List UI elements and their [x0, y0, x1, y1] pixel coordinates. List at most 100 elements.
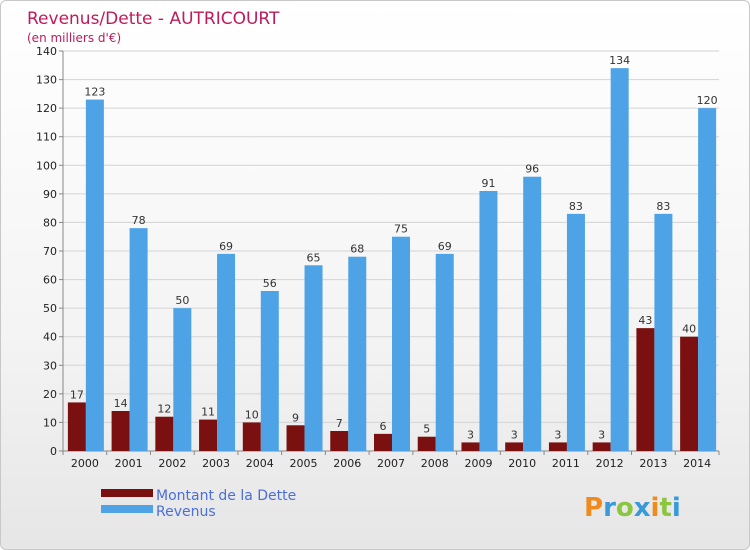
bar-revenus: [610, 68, 629, 452]
bar-revenus: [348, 256, 367, 451]
x-tick-label: 2013: [639, 457, 667, 470]
bar-dette: [330, 431, 349, 451]
y-tick-label: 100: [36, 159, 57, 172]
bar-dette: [67, 402, 86, 451]
y-tick-label: 110: [36, 131, 57, 144]
x-tick-label: 2001: [115, 457, 143, 470]
y-tick-label: 140: [36, 45, 57, 58]
x-tick-label: 2004: [246, 457, 274, 470]
value-label-dette: 17: [70, 388, 84, 401]
y-tick-label: 130: [36, 74, 57, 87]
value-label-dette: 7: [336, 417, 343, 430]
bar-revenus: [479, 191, 498, 451]
y-tick-label: 10: [43, 416, 57, 429]
x-tick-label: 2005: [290, 457, 318, 470]
bar-revenus: [260, 291, 279, 451]
value-label-dette: 5: [423, 423, 430, 436]
value-label-revenus: 134: [609, 54, 630, 67]
bar-dette: [636, 328, 655, 451]
legend-swatch-dette: [101, 489, 153, 497]
value-label-dette: 6: [380, 420, 387, 433]
bar-revenus: [304, 265, 323, 451]
bar-revenus: [392, 236, 410, 451]
value-label-revenus: 65: [307, 251, 321, 264]
bar-dette: [505, 442, 524, 451]
value-label-dette: 11: [201, 406, 215, 419]
value-label-revenus: 75: [394, 223, 408, 236]
x-tick-label: 2009: [464, 457, 492, 470]
x-tick-label: 2008: [421, 457, 449, 470]
chart-subtitle: (en milliers d'€): [27, 31, 121, 45]
bar-dette: [548, 442, 567, 451]
value-label-revenus: 69: [219, 240, 233, 253]
bar-revenus: [173, 308, 192, 451]
bar-revenus: [85, 99, 104, 452]
x-tick-label: 2002: [158, 457, 186, 470]
value-label-dette: 12: [157, 403, 171, 416]
y-tick-label: 50: [43, 302, 57, 315]
y-tick-label: 70: [43, 245, 57, 258]
x-tick-label: 2000: [71, 457, 99, 470]
bar-dette: [680, 336, 699, 451]
x-tick-label: 2003: [202, 457, 230, 470]
y-tick-label: 20: [43, 388, 57, 401]
x-tick-label: 2014: [683, 457, 711, 470]
bar-dette: [592, 442, 611, 451]
bar-revenus: [698, 108, 717, 452]
bar-dette: [199, 419, 218, 451]
value-label-revenus: 83: [656, 200, 670, 213]
bar-dette: [417, 436, 436, 451]
value-label-dette: 3: [511, 428, 518, 441]
bar-revenus: [654, 213, 673, 451]
value-label-dette: 3: [598, 428, 605, 441]
bar-revenus: [129, 228, 148, 451]
value-label-revenus: 50: [175, 294, 189, 307]
bar-dette: [155, 416, 174, 451]
y-tick-label: 60: [43, 274, 57, 287]
y-tick-label: 120: [36, 102, 57, 115]
value-label-revenus: 78: [132, 214, 146, 227]
value-label-dette: 3: [554, 428, 561, 441]
value-label-revenus: 91: [481, 177, 495, 190]
value-label-dette: 9: [292, 411, 299, 424]
logo-text: Proxiti: [584, 493, 681, 523]
proxiti-logo: Proxiti: [584, 493, 681, 523]
value-label-revenus: 56: [263, 277, 277, 290]
legend-label-dette: Montant de la Dette: [156, 488, 296, 504]
value-label-revenus: 69: [438, 240, 452, 253]
value-label-revenus: 120: [697, 94, 718, 107]
x-tick-label: 2011: [552, 457, 580, 470]
x-tick-label: 2010: [508, 457, 536, 470]
bar-revenus: [435, 253, 454, 451]
legend-swatch-revenus: [101, 505, 153, 513]
bar-dette: [242, 422, 261, 451]
value-label-dette: 10: [245, 408, 259, 421]
y-tick-label: 0: [50, 445, 57, 458]
x-tick-label: 2006: [333, 457, 361, 470]
value-label-dette: 40: [682, 323, 696, 336]
chart-title: Revenus/Dette - AUTRICOURT: [27, 9, 280, 29]
bar-revenus: [523, 176, 542, 451]
legend: Montant de la Dette Revenus: [101, 488, 296, 520]
bar-dette: [111, 411, 130, 451]
value-label-dette: 43: [638, 314, 652, 327]
bar-dette: [286, 425, 305, 451]
value-label-revenus: 123: [84, 86, 105, 99]
bar-dette: [374, 433, 392, 451]
y-tick-label: 40: [43, 331, 57, 344]
bar-dette: [461, 442, 480, 451]
bar-revenus: [566, 213, 585, 451]
value-label-revenus: 96: [525, 163, 539, 176]
value-label-revenus: 83: [569, 200, 583, 213]
y-tick-label: 80: [43, 216, 57, 229]
x-tick-label: 2012: [596, 457, 624, 470]
value-label-dette: 14: [114, 397, 128, 410]
x-tick-label: 2007: [377, 457, 405, 470]
legend-label-revenus: Revenus: [156, 504, 216, 520]
y-tick-label: 90: [43, 188, 57, 201]
bars: 1712314781250116910569657686755693913963…: [67, 54, 718, 452]
value-label-revenus: 68: [350, 243, 364, 256]
value-label-dette: 3: [467, 428, 474, 441]
